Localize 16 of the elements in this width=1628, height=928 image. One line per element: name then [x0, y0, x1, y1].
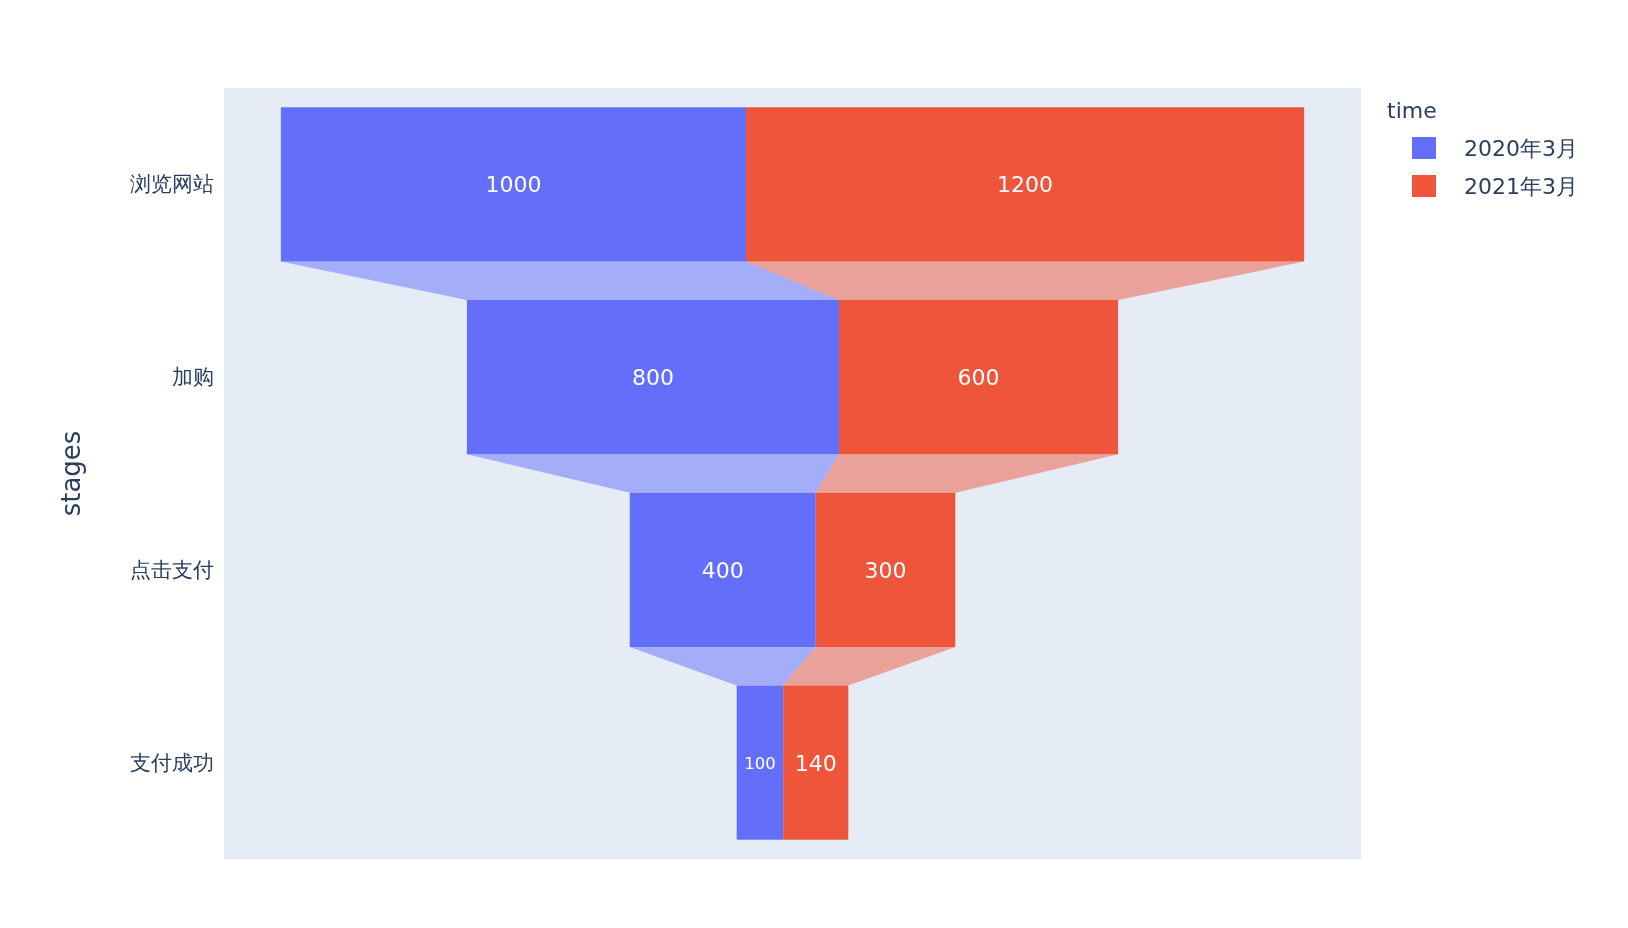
data-label: 140: [794, 750, 837, 776]
data-label: 300: [864, 557, 907, 583]
category-label: 点击支付: [130, 557, 214, 582]
legend-label: 2020年3月: [1464, 136, 1578, 161]
category-label: 浏览网站: [130, 172, 214, 197]
legend-label: 2021年3月: [1464, 174, 1578, 199]
data-label: 100: [744, 753, 776, 773]
legend-title: time: [1387, 98, 1437, 123]
category-label: 支付成功: [130, 750, 214, 775]
data-label: 1200: [997, 172, 1054, 198]
data-label: 400: [701, 557, 744, 583]
data-label: 800: [631, 365, 674, 391]
data-label: 1000: [485, 172, 542, 198]
data-label: 600: [957, 365, 1000, 391]
category-label: 加购: [172, 365, 214, 390]
text: stages: [56, 430, 86, 517]
